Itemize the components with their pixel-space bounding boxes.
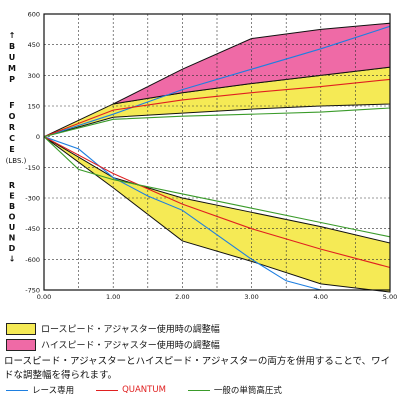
x-tick-label: 1.00 <box>106 293 120 300</box>
y-tick-label: -150 <box>25 164 40 172</box>
quantum-line-sample <box>96 389 119 391</box>
legend-high-speed: ハイスピード・アジャスター使用時の調整幅 <box>6 338 220 351</box>
y-label-bump: B <box>9 42 15 51</box>
y-label-rebound: R <box>9 181 15 190</box>
line-legend-quantum: QUANTUM <box>96 385 166 395</box>
series-line-1-0 <box>43 78 391 138</box>
x-tick-label: 0.00 <box>37 293 51 300</box>
x-tick-label: 2.00 <box>175 293 189 300</box>
y-label-bump: ↑ <box>9 31 16 40</box>
line-legend: レース専用 QUANTUM 一般の単筒高圧式 <box>6 384 304 396</box>
x-tick-label: 4.00 <box>314 293 328 300</box>
y-tick-label: 300 <box>28 72 40 80</box>
series-line-0-1 <box>43 136 321 291</box>
y-label-rebound: E <box>9 192 14 201</box>
y-label-bump: U <box>9 53 16 62</box>
y-label-force: O <box>9 112 16 121</box>
x-tick-label: 3.00 <box>244 293 258 300</box>
y-label-unit: (LBS.) <box>6 157 27 165</box>
y-label-rebound: O <box>9 213 16 222</box>
series-line-0-0 <box>43 25 391 138</box>
y-tick-label: 0 <box>36 133 40 141</box>
quantum-line-label: QUANTUM <box>122 385 166 395</box>
low-speed-swatch <box>6 322 36 335</box>
y-tick-label: -600 <box>25 256 40 264</box>
plot-frame <box>43 13 391 291</box>
x-tick-label: 5.00 <box>383 293 397 300</box>
y-label-force: R <box>9 123 15 132</box>
series-line-1-1 <box>43 136 391 269</box>
y-label-rebound: B <box>9 202 15 211</box>
y-label-rebound: U <box>9 223 16 232</box>
line-legend-monotube: 一般の単筒高圧式 <box>187 384 282 396</box>
race-line-label: レース専用 <box>32 386 75 396</box>
series-line-2-1 <box>43 136 391 238</box>
series-line-2-0 <box>43 107 391 138</box>
line-legend-race: レース専用 <box>6 384 74 396</box>
y-label-rebound: N <box>9 234 16 243</box>
y-label-force: F <box>9 101 14 110</box>
race-line-sample <box>6 389 28 391</box>
y-label-force: E <box>9 145 14 154</box>
y-label-force: C <box>9 134 15 143</box>
legend-low-speed: ロースピード・アジャスター使用時の調整幅 <box>6 322 220 335</box>
y-label-rebound: ↓ <box>9 255 16 264</box>
y-label-bump: P <box>9 75 15 84</box>
y-label-rebound: D <box>9 244 16 253</box>
y-tick-label: -300 <box>25 195 40 203</box>
y-tick-label: 600 <box>28 11 40 19</box>
y-label-bump: M <box>8 64 16 73</box>
high-speed-swatch <box>6 338 36 351</box>
legend-high-speed-label: ハイスピード・アジャスター使用時の調整幅 <box>41 341 220 351</box>
y-tick-label: 150 <box>28 103 40 111</box>
monotube-line-sample <box>187 389 210 391</box>
y-tick-label: -450 <box>25 225 40 233</box>
legend-low-speed-label: ロースピード・アジャスター使用時の調整幅 <box>41 325 220 335</box>
description-note: ロースピード・アジャスターとハイスピード・アジャスターの両方を併用することで、ワ… <box>4 356 391 381</box>
y-tick-label: -750 <box>25 287 40 295</box>
y-tick-label: 450 <box>28 41 40 49</box>
monotube-line-label: 一般の単筒高圧式 <box>213 386 282 396</box>
